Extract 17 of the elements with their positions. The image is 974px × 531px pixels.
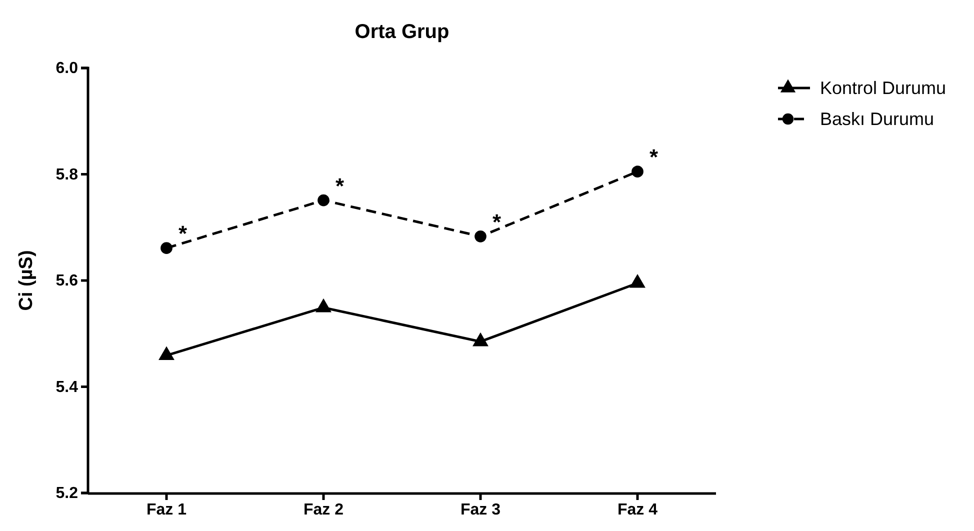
legend-label: Baskı Durumu bbox=[820, 109, 934, 129]
y-tick-label: 6.0 bbox=[56, 60, 78, 78]
y-tick-label: 5.4 bbox=[56, 378, 78, 396]
x-tick-label: Faz 3 bbox=[460, 501, 501, 518]
y-axis-title: Ci (µS) bbox=[16, 250, 37, 311]
y-tick-label: 5.2 bbox=[56, 485, 78, 502]
y-tick-label: 5.6 bbox=[56, 272, 78, 290]
x-tick-label: Faz 1 bbox=[146, 501, 187, 518]
x-tick-label: Faz 2 bbox=[303, 501, 344, 518]
y-tick-label: 5.8 bbox=[56, 166, 78, 184]
chart-title: Orta Grup bbox=[354, 21, 450, 43]
annotation: * bbox=[336, 173, 344, 198]
x-tick-label: Faz 4 bbox=[617, 501, 658, 518]
annotation: * bbox=[178, 221, 188, 246]
annotation: * bbox=[492, 209, 502, 234]
legend-label: Kontrol Durumu bbox=[820, 78, 946, 98]
annotation: * bbox=[650, 144, 658, 170]
